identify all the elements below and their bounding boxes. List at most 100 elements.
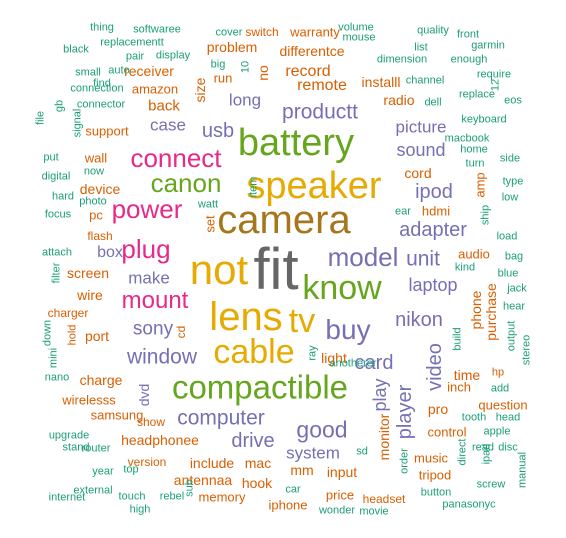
- word-black: black: [63, 43, 89, 56]
- word-switch: switch: [245, 25, 279, 39]
- word-apple: apple: [483, 425, 511, 438]
- word-direct: direct: [456, 438, 469, 466]
- word-cord: cord: [404, 165, 432, 181]
- word-connector: connector: [76, 98, 126, 111]
- word-computer: computer: [177, 406, 265, 430]
- word-pc: pc: [89, 207, 103, 223]
- word-read: read: [471, 441, 495, 454]
- word-manual: manual: [516, 451, 529, 489]
- word-keyboard: keyboard: [461, 113, 507, 126]
- word-cd: cd: [174, 325, 188, 339]
- word-radio: radio: [383, 92, 415, 108]
- word-good: good: [296, 416, 348, 443]
- word-require: require: [476, 68, 512, 81]
- word-mac: mac: [244, 455, 272, 471]
- word-productt: productt: [282, 100, 358, 124]
- word-home: home: [460, 143, 488, 156]
- word-auto: auto: [108, 64, 130, 77]
- word-box: box: [97, 244, 123, 261]
- word-charger: charger: [47, 306, 89, 320]
- word-back: back: [148, 97, 180, 115]
- word-now: now: [83, 165, 105, 178]
- word-thing: thing: [90, 21, 114, 34]
- word-video: video: [424, 343, 446, 391]
- word-size: size: [192, 77, 208, 103]
- word-model: model: [327, 242, 399, 272]
- word-receiver: receiver: [124, 63, 174, 79]
- word-add: add: [490, 382, 510, 395]
- word-speaker: speaker: [246, 165, 382, 207]
- word-hold: hold: [66, 324, 79, 346]
- word-time: time: [453, 367, 481, 383]
- word-volume: volume: [338, 21, 374, 34]
- word-light: light: [321, 350, 347, 366]
- word-attach: attach: [42, 246, 72, 259]
- word-window: window: [126, 345, 198, 369]
- word-device: device: [79, 181, 121, 197]
- word-eos: eos: [504, 94, 522, 107]
- word-connect: connect: [130, 143, 222, 173]
- word-disc: disc: [498, 441, 518, 454]
- word-macbook: macbook: [444, 132, 490, 145]
- word-compactible: compactible: [171, 368, 349, 406]
- word-mm: mm: [290, 462, 314, 478]
- word-input: input: [326, 464, 358, 480]
- word-rebel: rebel: [159, 490, 185, 503]
- word-make: make: [128, 268, 170, 288]
- word-differentce: differentce: [279, 43, 345, 59]
- word-order: order: [398, 448, 411, 474]
- word-antennaa: antennaa: [173, 472, 233, 488]
- word-long: long: [228, 90, 262, 110]
- word-movie: movie: [359, 505, 389, 518]
- word-wonder: wonder: [318, 504, 356, 517]
- word-channel: channel: [405, 74, 445, 87]
- word-fit: fit: [253, 237, 299, 302]
- word-support: support: [85, 123, 129, 139]
- word-enough: enough: [450, 53, 488, 66]
- word-usb: usb: [201, 120, 235, 142]
- word-year: year: [92, 465, 114, 478]
- word-samsung: samsung: [90, 407, 144, 423]
- word-hook: hook: [241, 475, 273, 491]
- word-music: music: [414, 450, 448, 466]
- word-memory: memory: [198, 489, 246, 505]
- word-system: system: [286, 443, 340, 463]
- word-flash: flash: [87, 229, 113, 243]
- word-anotherer: anotherer: [329, 357, 377, 370]
- word-question: question: [478, 397, 528, 413]
- word-output: output: [505, 320, 518, 352]
- word-build: build: [451, 327, 464, 351]
- word-plug: plug: [121, 234, 171, 264]
- word-record: record: [285, 63, 331, 80]
- word-sony: sony: [132, 318, 174, 340]
- word-price: price: [325, 487, 355, 503]
- word-tripod: tripod: [418, 467, 452, 483]
- word-focus: focus: [44, 208, 72, 221]
- word-jack: jack: [507, 282, 527, 295]
- word-stand: stand: [62, 441, 90, 454]
- word-player: player: [394, 384, 416, 440]
- word-purchase: purchase: [483, 283, 499, 341]
- word-warranty: warranty: [290, 24, 340, 40]
- word-know: know: [302, 269, 382, 307]
- word-down: down: [41, 319, 54, 347]
- word-run: run: [213, 70, 233, 86]
- word-blue: blue: [497, 267, 519, 280]
- word-ray: ray: [306, 345, 319, 361]
- word-mouse: mouse: [342, 31, 376, 44]
- word-cable: cable: [213, 333, 295, 371]
- word-hard: hard: [51, 190, 75, 203]
- word-front: front: [456, 28, 480, 41]
- word-quality: quality: [417, 24, 449, 37]
- word-hdmi: hdmi: [421, 203, 451, 219]
- word-signal: signal: [71, 108, 84, 138]
- word-tv: tv: [288, 302, 316, 340]
- word-amazon: amazon: [131, 81, 179, 97]
- word-camera: camera: [217, 198, 351, 242]
- word-hp: hp: [491, 366, 505, 379]
- word-headset: headset: [362, 492, 406, 506]
- word-wall: wall: [84, 150, 108, 166]
- word-play: play: [370, 378, 390, 412]
- word-garmin: garmin: [471, 39, 505, 52]
